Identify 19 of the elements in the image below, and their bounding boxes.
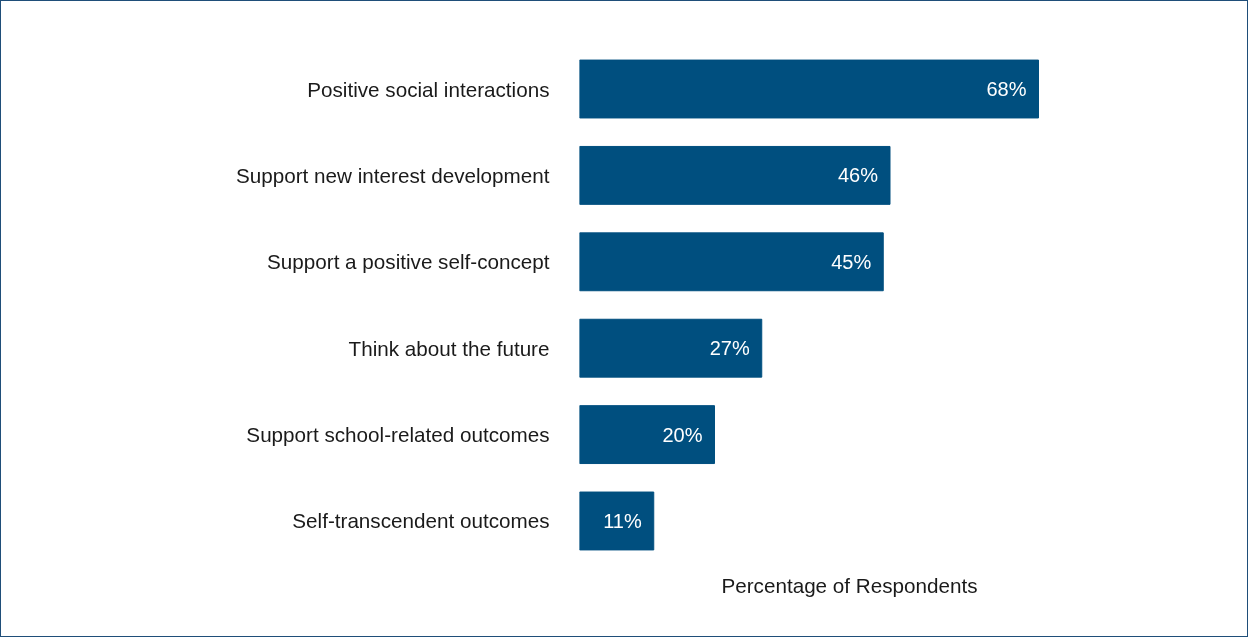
data-label: 68% xyxy=(986,78,1027,101)
y-tick-label: Positive social interactions xyxy=(307,77,550,101)
bar xyxy=(579,145,891,205)
bar xyxy=(579,491,655,551)
bar xyxy=(579,59,1039,119)
data-label: 20% xyxy=(662,423,703,446)
y-tick-label: Support a positive self-concept xyxy=(267,250,550,274)
y-tick-label: Support school-related outcomes xyxy=(246,423,550,447)
y-tick-label: Support new interest development xyxy=(236,163,550,187)
bar xyxy=(579,232,884,292)
y-tick-label: Think about the future xyxy=(348,336,550,360)
data-label: 45% xyxy=(831,250,872,273)
bar xyxy=(579,405,715,465)
y-tick-label: Self-transcendent outcomes xyxy=(292,509,550,533)
data-label: 11% xyxy=(603,509,642,532)
bar xyxy=(579,318,763,378)
x-axis-title: Percentage of Respondents xyxy=(721,573,978,597)
data-label: 46% xyxy=(837,164,879,187)
data-label: 27% xyxy=(709,337,750,360)
